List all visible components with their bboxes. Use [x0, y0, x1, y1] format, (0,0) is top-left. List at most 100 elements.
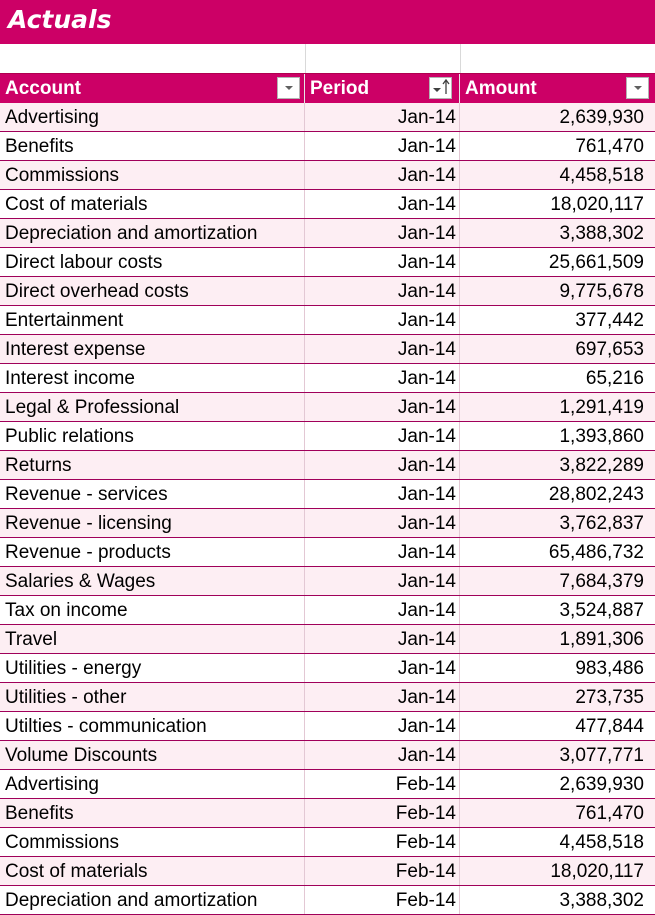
table-row[interactable]: Returns Jan-14 3,822,289 — [0, 451, 655, 480]
account-cell[interactable]: Advertising — [0, 103, 305, 131]
account-cell[interactable]: Salaries & Wages — [0, 567, 305, 595]
column-header-account[interactable]: Account — [0, 74, 305, 103]
table-row[interactable]: Direct overhead costs Jan-14 9,775,678 — [0, 277, 655, 306]
amount-cell[interactable]: 377,442 — [575, 310, 644, 331]
table-row[interactable]: Direct labour costs Jan-14 25,661,509 — [0, 248, 655, 277]
table-row[interactable]: Revenue - services Jan-14 28,802,243 — [0, 480, 655, 509]
amount-cell[interactable]: 4,458,518 — [559, 165, 644, 186]
table-row[interactable]: Cost of materials Feb-14 18,020,117 — [0, 857, 655, 886]
table-row[interactable]: Legal & Professional Jan-14 1,291,419 — [0, 393, 655, 422]
account-cell[interactable]: Depreciation and amortization — [0, 219, 305, 247]
table-row[interactable]: Advertising Jan-14 2,639,930 — [0, 103, 655, 132]
account-cell[interactable]: Direct overhead costs — [0, 277, 305, 305]
amount-cell[interactable]: 3,388,302 — [559, 890, 644, 911]
account-cell[interactable]: Depreciation and amortization — [0, 886, 305, 914]
account-cell[interactable]: Commissions — [0, 161, 305, 189]
table-row[interactable]: Interest income Jan-14 65,216 — [0, 364, 655, 393]
table-row[interactable]: Cost of materials Jan-14 18,020,117 — [0, 190, 655, 219]
period-cell[interactable]: Jan-14 — [305, 306, 460, 334]
period-cell[interactable]: Feb-14 — [305, 886, 460, 914]
period-cell[interactable]: Jan-14 — [305, 683, 460, 711]
amount-cell[interactable]: 3,388,302 — [559, 223, 644, 244]
period-cell[interactable]: Feb-14 — [305, 828, 460, 856]
account-cell[interactable]: Utilities - other — [0, 683, 305, 711]
account-cell[interactable]: Cost of materials — [0, 190, 305, 218]
table-row[interactable]: Benefits Feb-14 761,470 — [0, 799, 655, 828]
table-row[interactable]: Depreciation and amortization Jan-14 3,388… — [0, 219, 655, 248]
period-cell[interactable]: Jan-14 — [305, 509, 460, 537]
amount-cell[interactable]: 2,639,930 — [559, 774, 644, 795]
period-cell[interactable]: Jan-14 — [305, 335, 460, 363]
account-cell[interactable]: Commissions — [0, 828, 305, 856]
column-header-amount[interactable]: Amount — [460, 74, 655, 103]
amount-filter-button[interactable] — [626, 77, 649, 99]
amount-cell[interactable]: 25,661,509 — [548, 252, 644, 273]
table-row[interactable]: Interest expense Jan-14 697,653 — [0, 335, 655, 364]
table-row[interactable]: Travel Jan-14 1,891,306 — [0, 625, 655, 654]
account-cell[interactable]: Benefits — [0, 132, 305, 160]
amount-cell[interactable]: 9,775,678 — [559, 281, 644, 302]
account-cell[interactable]: Utilties - communication — [0, 712, 305, 740]
period-cell[interactable]: Jan-14 — [305, 219, 460, 247]
amount-cell[interactable]: 4,458,518 — [559, 832, 644, 853]
period-cell[interactable]: Jan-14 — [305, 741, 460, 769]
amount-cell[interactable]: 28,802,243 — [548, 484, 644, 505]
account-cell[interactable]: Benefits — [0, 799, 305, 827]
table-row[interactable]: Public relations Jan-14 1,393,860 — [0, 422, 655, 451]
account-cell[interactable]: Revenue - services — [0, 480, 305, 508]
period-cell[interactable]: Jan-14 — [305, 393, 460, 421]
amount-cell[interactable]: 1,891,306 — [559, 629, 644, 650]
amount-cell[interactable]: 1,393,860 — [559, 426, 644, 447]
table-row[interactable]: Utilities - energy Jan-14 983,486 — [0, 654, 655, 683]
period-cell[interactable]: Jan-14 — [305, 451, 460, 479]
amount-cell[interactable]: 65,216 — [585, 368, 644, 389]
account-cell[interactable]: Entertainment — [0, 306, 305, 334]
period-cell[interactable]: Jan-14 — [305, 132, 460, 160]
table-row[interactable]: Revenue - products Jan-14 65,486,732 — [0, 538, 655, 567]
account-cell[interactable]: Cost of materials — [0, 857, 305, 885]
table-row[interactable]: Utilties - communication Jan-14 477,844 — [0, 712, 655, 741]
account-cell[interactable]: Revenue - licensing — [0, 509, 305, 537]
period-cell[interactable]: Jan-14 — [305, 567, 460, 595]
amount-cell[interactable]: 65,486,732 — [548, 542, 644, 563]
account-cell[interactable]: Public relations — [0, 422, 305, 450]
table-row[interactable]: Commissions Jan-14 4,458,518 — [0, 161, 655, 190]
table-row[interactable]: Salaries & Wages Jan-14 7,684,379 — [0, 567, 655, 596]
amount-cell[interactable]: 697,653 — [575, 339, 644, 360]
amount-cell[interactable]: 3,077,771 — [559, 745, 644, 766]
amount-cell[interactable]: 18,020,117 — [550, 194, 644, 215]
account-cell[interactable]: Advertising — [0, 770, 305, 798]
amount-cell[interactable]: 761,470 — [575, 803, 644, 824]
account-cell[interactable]: Travel — [0, 625, 305, 653]
amount-cell[interactable]: 761,470 — [575, 136, 644, 157]
period-cell[interactable]: Jan-14 — [305, 161, 460, 189]
amount-cell[interactable]: 983,486 — [575, 658, 644, 679]
account-cell[interactable]: Volume Discounts — [0, 741, 305, 769]
amount-cell[interactable]: 3,822,289 — [559, 455, 644, 476]
account-filter-button[interactable] — [277, 77, 300, 99]
table-row[interactable]: Commissions Feb-14 4,458,518 — [0, 828, 655, 857]
account-cell[interactable]: Tax on income — [0, 596, 305, 624]
period-cell[interactable]: Jan-14 — [305, 712, 460, 740]
account-cell[interactable]: Utilities - energy — [0, 654, 305, 682]
period-cell[interactable]: Jan-14 — [305, 190, 460, 218]
table-row[interactable]: Advertising Feb-14 2,639,930 — [0, 770, 655, 799]
period-cell[interactable]: Jan-14 — [305, 103, 460, 131]
period-cell[interactable]: Feb-14 — [305, 857, 460, 885]
table-row[interactable]: Entertainment Jan-14 377,442 — [0, 306, 655, 335]
amount-cell[interactable]: 1,291,419 — [559, 397, 644, 418]
period-cell[interactable]: Jan-14 — [305, 248, 460, 276]
amount-cell[interactable]: 477,844 — [575, 716, 644, 737]
table-row[interactable]: Depreciation and amortization Feb-14 3,388… — [0, 886, 655, 915]
account-cell[interactable]: Interest income — [0, 364, 305, 392]
period-cell[interactable]: Jan-14 — [305, 364, 460, 392]
period-cell[interactable]: Jan-14 — [305, 654, 460, 682]
amount-cell[interactable]: 2,639,930 — [559, 107, 644, 128]
table-row[interactable]: Volume Discounts Jan-14 3,077,771 — [0, 741, 655, 770]
table-row[interactable]: Tax on income Jan-14 3,524,887 — [0, 596, 655, 625]
account-cell[interactable]: Returns — [0, 451, 305, 479]
period-cell[interactable]: Feb-14 — [305, 770, 460, 798]
amount-cell[interactable]: 273,735 — [575, 687, 644, 708]
account-cell[interactable]: Legal & Professional — [0, 393, 305, 421]
period-cell[interactable]: Jan-14 — [305, 480, 460, 508]
